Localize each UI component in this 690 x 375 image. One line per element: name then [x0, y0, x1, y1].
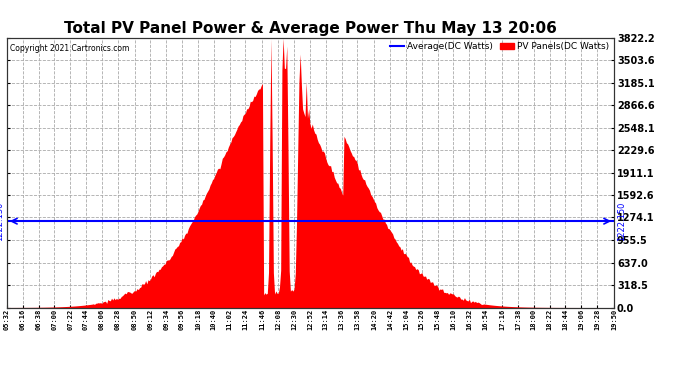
Text: Copyright 2021 Cartronics.com: Copyright 2021 Cartronics.com [10, 44, 129, 53]
Legend: Average(DC Watts), PV Panels(DC Watts): Average(DC Watts), PV Panels(DC Watts) [390, 42, 609, 51]
Text: 1222.150: 1222.150 [0, 201, 4, 241]
Text: 1222.150: 1222.150 [617, 201, 626, 241]
Title: Total PV Panel Power & Average Power Thu May 13 20:06: Total PV Panel Power & Average Power Thu… [64, 21, 557, 36]
